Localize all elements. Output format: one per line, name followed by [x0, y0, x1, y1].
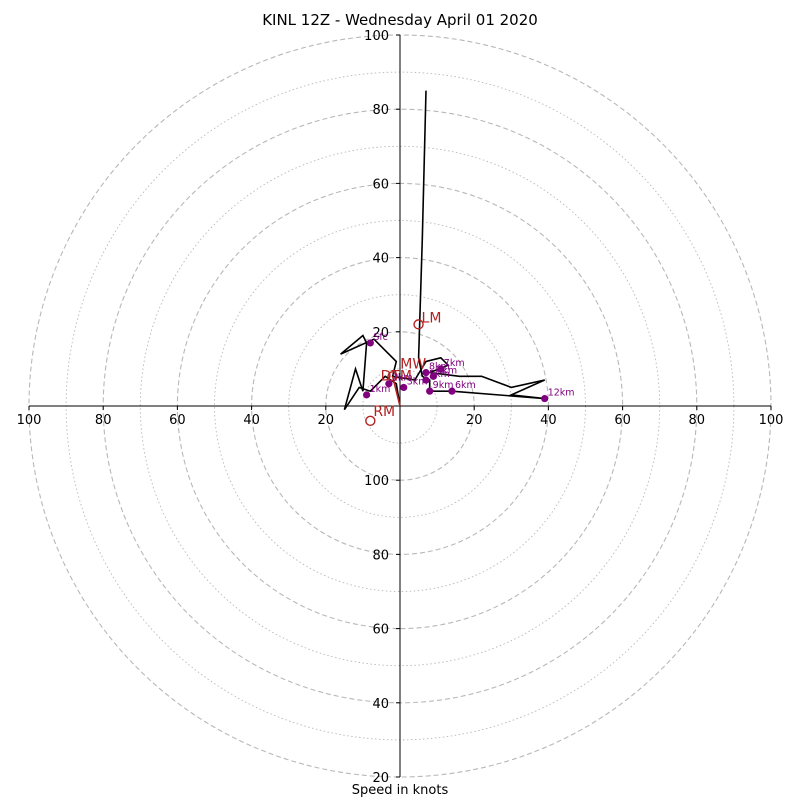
x-tick-label: 100 — [17, 413, 42, 428]
chart-title: KINL 12Z - Wednesday April 01 2020 — [262, 11, 538, 29]
y-tick-label: 60 — [372, 177, 389, 192]
height-marker — [385, 380, 393, 388]
x-tick-label: 80 — [689, 413, 706, 428]
x-tick-label: 60 — [614, 413, 631, 428]
height-label: 4km — [436, 365, 457, 376]
x-tick-label: 80 — [95, 413, 112, 428]
height-marker — [422, 369, 430, 377]
storm-motion-marker — [413, 319, 424, 330]
y-tick-label: 40 — [372, 252, 389, 267]
storm-motion-marker — [365, 415, 376, 427]
y-tick-label: 100 — [364, 29, 389, 44]
height-label: Sfc — [373, 332, 388, 343]
height-marker — [437, 365, 445, 373]
height-label: 2km — [392, 373, 413, 384]
storm-motion-marker — [387, 371, 398, 382]
x-tick-label: 20 — [466, 413, 483, 428]
x-tick-label: 40 — [540, 413, 557, 428]
storm-motion-label: MW — [400, 357, 426, 373]
height-label: 5km — [429, 369, 450, 380]
height-marker — [422, 376, 430, 384]
height-marker — [448, 387, 456, 395]
x-axis-label: Speed in knots — [351, 783, 449, 798]
storm-motion-label: LM — [422, 310, 442, 326]
hodograph-line — [340, 90, 546, 411]
height-marker — [429, 372, 437, 380]
y-tick-label: 40 — [372, 697, 389, 712]
y-tick-label: 100 — [364, 474, 389, 489]
height-marker — [426, 387, 434, 395]
height-marker — [366, 339, 374, 347]
y-tick-label: 60 — [372, 623, 389, 638]
x-tick-label: 100 — [759, 413, 784, 428]
height-marker — [363, 391, 371, 399]
height-label: 12km — [548, 388, 575, 399]
x-tick-label: 20 — [318, 413, 335, 428]
height-label: 8km — [429, 362, 450, 373]
height-marker — [541, 394, 549, 403]
storm-motion-label: RM — [373, 404, 395, 420]
x-tick-label: 40 — [243, 413, 260, 428]
y-tick-label: 80 — [372, 548, 389, 563]
height-label: 7km — [444, 358, 465, 369]
tick-labels: 100 80 60 40 20 20 40 60 80 100 100 80 60 40 20 100 80 60… — [17, 29, 784, 786]
height-label: 9km — [433, 380, 454, 391]
hodograph-trace — [340, 90, 546, 411]
height-label: 1km — [370, 384, 391, 395]
height-label: 6km — [455, 380, 476, 391]
y-tick-label: 20 — [372, 771, 389, 786]
x-tick-label: 60 — [169, 413, 186, 428]
y-tick-label: 80 — [372, 103, 389, 118]
height-label: 3km — [407, 376, 428, 387]
y-tick-label: 20 — [372, 326, 389, 341]
height-marker — [400, 383, 408, 392]
